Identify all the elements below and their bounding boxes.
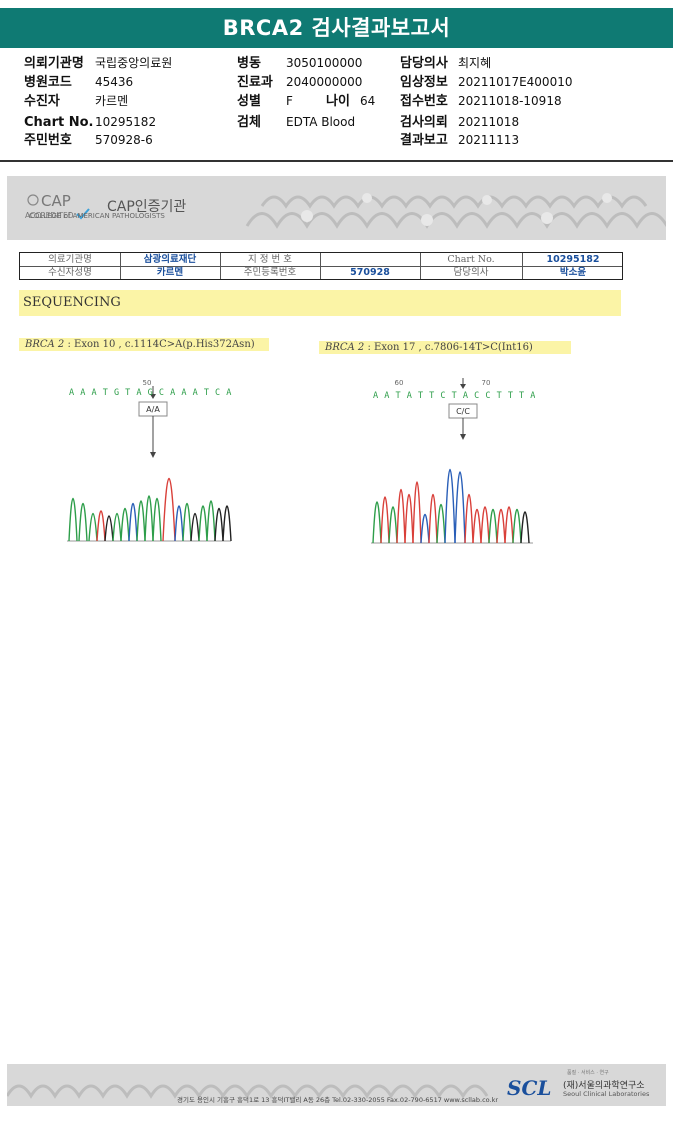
- footer-address: 경기도 용인시 기흥구 흥덕1로 13 흥덕IT밸리 A동 26층 Tel.02…: [177, 1096, 499, 1104]
- field-label: 담당의사: [400, 56, 448, 71]
- meta-label: 주민등록번호: [243, 267, 297, 278]
- meta-value: [320, 253, 420, 266]
- field-label: 병원코드: [24, 75, 72, 90]
- genotype-call: A/A: [146, 405, 160, 414]
- report-title: BRCA2 검사결과보고서: [0, 8, 673, 48]
- field-label: 검체: [237, 115, 261, 130]
- patient-info-header: 의뢰기관명 국립중앙의료원 병동 3050100000 담당의사 최지혜 병원코…: [0, 48, 673, 162]
- cloud-pattern-decoration: [245, 193, 666, 229]
- field-label: 성별: [237, 94, 261, 109]
- scanned-report: CAP ACCREDITED COLLEGE of AMERICAN PATHO…: [7, 176, 666, 1106]
- position-marker-right: 70: [482, 379, 491, 387]
- cap-label: CAP인증기관: [107, 199, 187, 215]
- meta-value: 카르멘: [156, 267, 184, 278]
- variant-label-1: BRCA 2 : Exon 10 , c.1114C>A(p.His372Asn…: [19, 338, 269, 351]
- footer-banner: 경기도 용인시 기흥구 흥덕1로 13 흥덕IT밸리 A동 26층 Tel.02…: [7, 1064, 666, 1106]
- field-value: 570928-6: [95, 133, 153, 147]
- meta-table: 의료기관명 삼광의료재단 지 정 번 호 Chart No. 10295182 …: [19, 252, 623, 280]
- scl-name: (재)서울의과학연구소: [563, 1081, 645, 1091]
- field-value: 국립중앙의료원: [95, 56, 173, 70]
- variant-detail: : Exon 10 , c.1114C>A(p.His372Asn): [64, 339, 255, 350]
- field-label: 임상정보: [400, 75, 448, 90]
- variant-gene: BRCA 2: [325, 342, 365, 353]
- field-value: 카르멘: [95, 94, 129, 108]
- meta-value: 10295182: [546, 254, 600, 265]
- field-value: 20211018: [458, 115, 520, 129]
- chromatogram-1: 50 A A A T G T A G C A A A T C A G A A G…: [65, 376, 233, 544]
- meta-label: 담당의사: [453, 267, 489, 278]
- position-marker-left: 60: [395, 379, 404, 387]
- field-label: 접수번호: [400, 94, 448, 109]
- cap-logo: CAP ACCREDITED: [25, 192, 90, 220]
- field-value: 최지혜: [458, 56, 492, 70]
- scl-name-en: Seoul Clinical Laboratories: [563, 1090, 650, 1098]
- meta-label: Chart No.: [447, 254, 495, 265]
- chromatogram-2: 60 70 A A T A T T C T A C C T T T A T T …: [369, 376, 535, 546]
- field-value: 45436: [95, 75, 134, 89]
- variant-gene: BRCA 2: [25, 339, 65, 350]
- field-value: 20211017E400010: [458, 75, 573, 89]
- cap-banner: CAP ACCREDITED COLLEGE of AMERICAN PATHO…: [7, 176, 666, 240]
- field-value: 3050100000: [286, 56, 363, 70]
- meta-label: 수신자성명: [48, 267, 92, 278]
- variant-label-2: BRCA 2 : Exon 17 , c.7806-14T>C(Int16): [319, 341, 571, 354]
- meta-value: 삼광의료재단: [143, 254, 197, 265]
- variant-detail: : Exon 17 , c.7806-14T>C(Int16): [364, 342, 533, 353]
- cap-logo-text: CAP: [41, 192, 71, 210]
- field-label: 수진자: [24, 94, 60, 109]
- cap-accredited-text: ACCREDITED: [25, 211, 74, 220]
- sequencing-section-title: SEQUENCING: [19, 290, 621, 316]
- field-value: 10295182: [95, 115, 157, 129]
- cap-subtitle: COLLEGE of AMERICAN PATHOLOGISTS: [29, 212, 165, 220]
- position-marker: 50: [143, 379, 152, 387]
- field-value: 64: [360, 94, 376, 108]
- base-sequence: A A A T G T A G C A A A T C A G A A G: [69, 388, 233, 398]
- field-value: 20211113: [458, 133, 520, 147]
- field-value: F: [286, 94, 293, 108]
- scl-logo: SCL: [507, 1076, 552, 1100]
- field-value: EDTA Blood: [286, 115, 356, 129]
- field-label: 의뢰기관명: [24, 56, 84, 71]
- field-label: 나이: [326, 94, 350, 109]
- meta-label: 의료기관명: [48, 254, 92, 265]
- base-sequence: A A T A T T C T A C C T T T A T T G: [373, 391, 535, 401]
- meta-value: 570928: [350, 267, 390, 278]
- meta-value: 박소윤: [559, 267, 587, 278]
- field-label: 진료과: [237, 75, 273, 90]
- field-label: 검사의뢰: [400, 115, 448, 130]
- field-label: Chart No.: [24, 115, 94, 130]
- genotype-call: C/C: [456, 407, 470, 416]
- field-label: 결과보고: [400, 133, 448, 148]
- field-label: 병동: [237, 56, 261, 71]
- field-label: 주민번호: [24, 133, 72, 148]
- cloud-pattern-decoration: [7, 1084, 489, 1099]
- scl-tagline: 품질 · 서비스 · 연구: [567, 1070, 609, 1076]
- field-value: 20211018-10918: [458, 94, 562, 108]
- meta-label: 지 정 번 호: [247, 254, 293, 265]
- field-value: 2040000000: [286, 75, 363, 89]
